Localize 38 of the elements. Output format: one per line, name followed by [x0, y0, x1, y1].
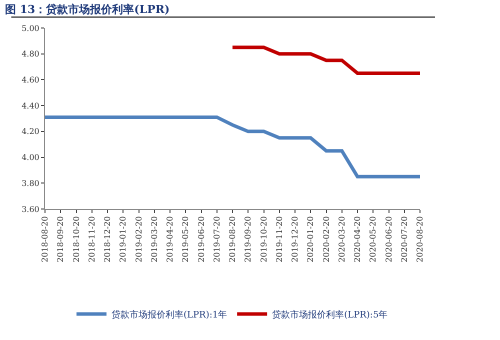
y-tick-label: 4.40 [22, 101, 40, 110]
x-tick-label: 2020-02-20 [322, 216, 331, 262]
x-tick-label: 2018-09-20 [56, 216, 66, 262]
x-tick-label: 2020-05-20 [368, 216, 378, 262]
y-tick-label: 3.80 [22, 178, 40, 188]
y-tick-label: 4.60 [22, 76, 40, 85]
legend-label: 贷款市场报价利率(LPR):1年 [112, 310, 228, 321]
y-tick-label: 5.00 [22, 24, 40, 33]
x-tick-label: 2020-06-20 [384, 216, 394, 262]
x-tick-label: 2020-08-20 [416, 216, 425, 262]
legend-label: 贷款市场报价利率(LPR):5年 [272, 310, 388, 321]
y-tick-label: 4.20 [22, 127, 40, 136]
y-tick-label: 3.60 [22, 204, 40, 214]
x-tick-label: 2019-08-20 [228, 216, 238, 262]
x-tick-label: 2019-12-20 [290, 216, 300, 262]
x-tick-label: 2019-01-20 [118, 216, 128, 262]
x-tick-label: 2019-09-20 [244, 216, 253, 262]
y-tick-label: 4.00 [22, 153, 40, 162]
x-tick-label: 2020-01-20 [306, 216, 316, 262]
x-tick-label: 2020-04-20 [353, 216, 362, 262]
x-tick-label: 2019-02-20 [134, 216, 144, 262]
y-tick-label: 4.80 [22, 50, 40, 59]
line-series [45, 115, 420, 178]
line-series [230, 46, 420, 75]
x-tick-label: 2019-10-20 [259, 216, 268, 262]
x-tick-label: 2019-06-20 [196, 216, 206, 262]
x-tick-label: 2019-11-20 [274, 216, 284, 262]
x-tick-label: 2019-07-20 [212, 216, 222, 262]
x-tick-label: 2019-05-20 [181, 216, 190, 262]
chart-title: 图 13：贷款市场报价利率(LPR) [5, 2, 170, 16]
x-tick-label: 2020-07-20 [400, 216, 409, 262]
x-tick-label: 2018-11-20 [87, 216, 96, 262]
x-tick-label: 2018-12-20 [103, 216, 112, 262]
x-tick-label: 2020-03-20 [337, 216, 346, 262]
x-tick-label: 2019-03-20 [150, 216, 159, 262]
x-tick-label: 2018-10-20 [72, 216, 81, 262]
x-tick-label: 2018-08-20 [40, 216, 50, 262]
x-tick-label: 2019-04-20 [166, 216, 175, 262]
